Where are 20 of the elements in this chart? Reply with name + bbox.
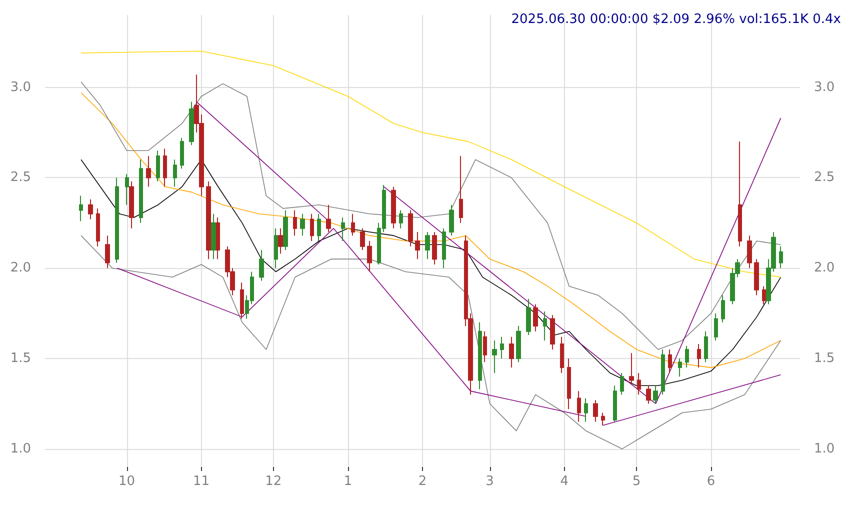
x-tick-label: 1 (344, 474, 352, 489)
x-tick-label: 5 (632, 474, 641, 489)
x-tick-label: 4 (560, 474, 569, 489)
y2-tick-label: 2.0 (814, 260, 835, 276)
y2-tick-label: 1.0 (814, 441, 835, 456)
x-tick-label: 3 (486, 474, 494, 489)
y-tick-label: 2.0 (10, 260, 31, 276)
y-tick-label: 3.0 (10, 80, 31, 95)
y-tick-label: 2.5 (10, 170, 31, 186)
x-tick-label: 10 (118, 474, 136, 489)
x-tick-label: 11 (193, 474, 210, 489)
y2-tick-label: 1.5 (814, 351, 835, 366)
x-tick-label: 12 (265, 474, 282, 489)
chart-title: 2025.06.30 00:00:00 $2.09 2.96% vol:165.1K 0.4x (511, 12, 842, 27)
y2-tick-label: 2.5 (814, 170, 835, 186)
x-tick-label: 2 (418, 474, 427, 489)
y-tick-label: 1.0 (10, 441, 31, 456)
y-tick-label: 1.5 (10, 351, 31, 366)
x-tick-label: 6 (706, 474, 716, 489)
y2-tick-label: 3.0 (814, 80, 835, 95)
